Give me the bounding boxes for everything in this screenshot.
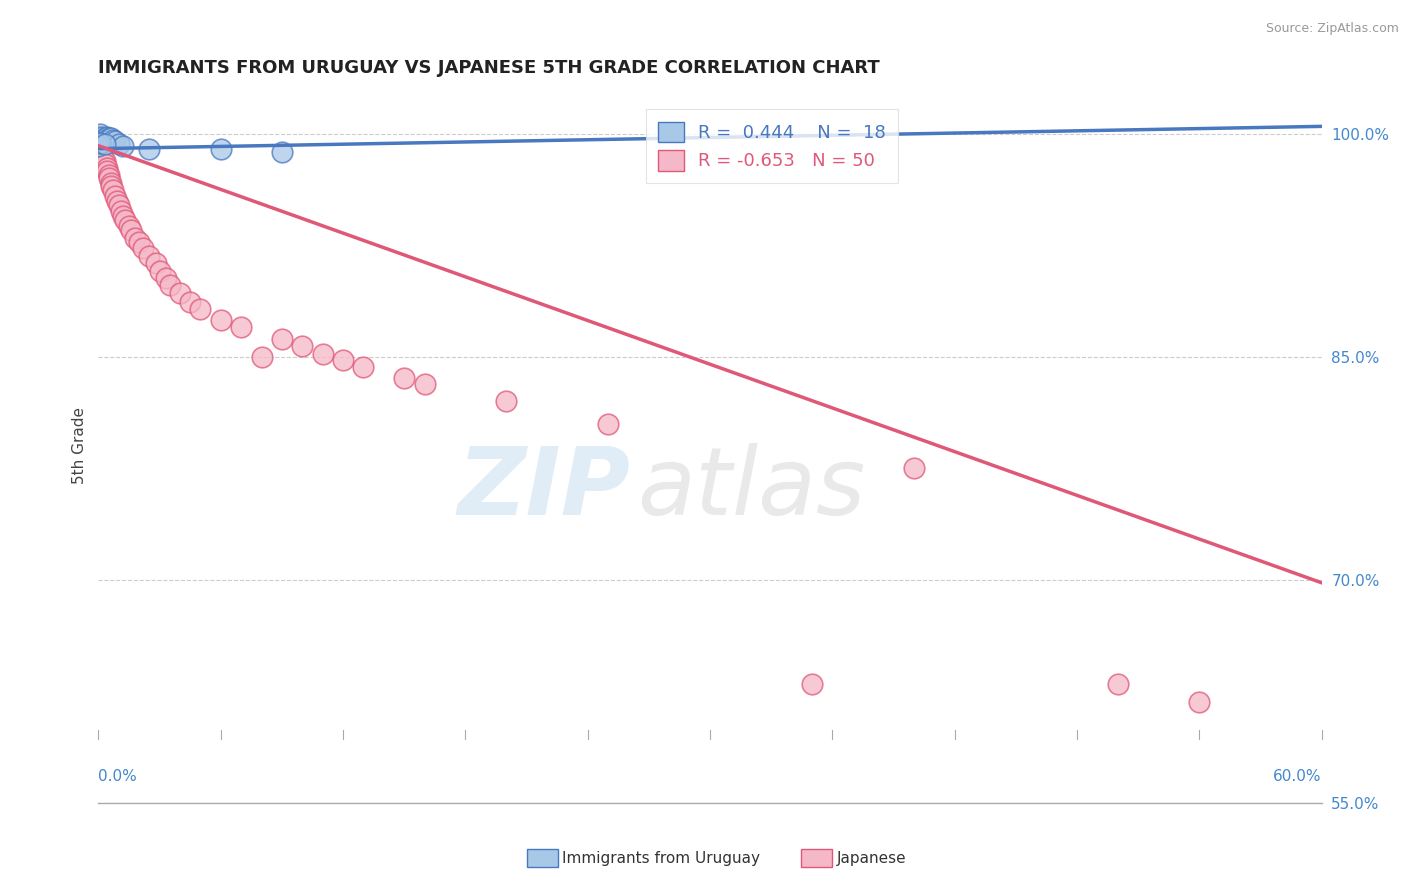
Point	[231, 320, 253, 334]
Text: Japanese: Japanese	[837, 852, 907, 866]
Legend: R =  0.444    N =  18, R = -0.653   N = 50: R = 0.444 N = 18, R = -0.653 N = 50	[645, 109, 898, 183]
Point	[100, 131, 122, 145]
Point	[179, 294, 201, 309]
Point	[495, 394, 517, 409]
Point	[87, 129, 110, 144]
Point	[89, 142, 111, 156]
Point	[332, 352, 354, 367]
Point	[128, 235, 150, 250]
Point	[903, 461, 925, 475]
Point	[312, 347, 335, 361]
Point	[132, 241, 155, 255]
Point	[89, 127, 111, 141]
Text: 60.0%: 60.0%	[1274, 769, 1322, 783]
Point	[101, 133, 124, 147]
Point	[87, 134, 110, 148]
Point	[87, 138, 110, 153]
Point	[96, 129, 118, 144]
Point	[97, 131, 120, 145]
Point	[97, 171, 120, 186]
Text: Immigrants from Uruguay: Immigrants from Uruguay	[562, 852, 761, 866]
Point	[209, 312, 232, 326]
Point	[145, 256, 167, 270]
Point	[209, 142, 232, 156]
Point	[352, 360, 374, 375]
Text: 0.0%: 0.0%	[98, 769, 138, 783]
Point	[96, 133, 118, 147]
Point	[96, 164, 118, 178]
Point	[159, 278, 181, 293]
Point	[108, 137, 131, 152]
Point	[250, 350, 273, 364]
Point	[188, 302, 212, 317]
Point	[104, 134, 127, 148]
Text: IMMIGRANTS FROM URUGUAY VS JAPANESE 5TH GRADE CORRELATION CHART: IMMIGRANTS FROM URUGUAY VS JAPANESE 5TH …	[98, 59, 880, 77]
Point	[124, 231, 146, 245]
Text: Source: ZipAtlas.com: Source: ZipAtlas.com	[1265, 22, 1399, 36]
Point	[101, 183, 124, 197]
Point	[100, 178, 122, 193]
Point	[110, 204, 132, 219]
Point	[138, 249, 160, 263]
Point	[155, 271, 177, 285]
Point	[108, 198, 131, 212]
Point	[114, 213, 136, 227]
Point	[91, 145, 114, 159]
Point	[149, 263, 172, 277]
Point	[111, 209, 134, 223]
Point	[104, 189, 127, 203]
Point	[93, 153, 115, 168]
Point	[97, 169, 120, 183]
Point	[91, 129, 114, 144]
Point	[96, 161, 118, 175]
Point	[291, 339, 314, 353]
Text: ZIP: ZIP	[457, 442, 630, 535]
Point	[91, 149, 114, 163]
Point	[138, 142, 160, 156]
Point	[270, 145, 294, 159]
Point	[105, 194, 128, 208]
Point	[270, 332, 294, 346]
Point	[413, 376, 436, 391]
Point	[801, 677, 824, 691]
Point	[111, 138, 134, 153]
Point	[100, 176, 122, 190]
Point	[89, 136, 111, 150]
Point	[93, 131, 115, 145]
Y-axis label: 5th Grade: 5th Grade	[72, 408, 87, 484]
Point	[89, 138, 111, 153]
Point	[93, 137, 115, 152]
Point	[169, 285, 191, 300]
Point	[120, 223, 142, 237]
Point	[93, 156, 115, 170]
Point	[1107, 677, 1129, 691]
Point	[87, 129, 110, 144]
Text: atlas: atlas	[637, 443, 865, 534]
Point	[392, 370, 416, 384]
Point	[598, 417, 620, 431]
Point	[118, 219, 141, 233]
Point	[1188, 695, 1211, 709]
